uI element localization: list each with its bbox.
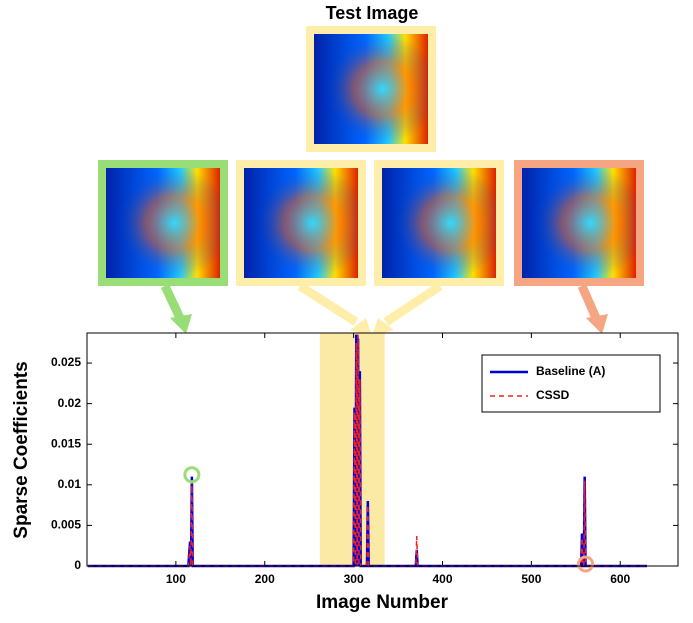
image-title: Test Image [326,3,419,23]
y-tick-label: 0.025 [51,355,81,369]
figure: Test Image Sparse Coefficients Image Num… [0,0,693,618]
y-tick-label: 0.005 [51,518,81,532]
y-tick-label: 0.015 [51,436,81,450]
y-axis-label: Sparse Coefficients [11,361,32,538]
y-tick-label: 0.02 [58,396,82,410]
legend-label: CSSD [536,388,570,402]
y-tick-label: 0.01 [58,477,82,491]
arrows [165,286,608,336]
image-frames [98,26,644,286]
x-axis-label: Image Number [316,592,449,613]
x-tick-label: 300 [344,572,364,586]
x-tick-label: 600 [610,572,630,586]
legend-label: Baseline (A) [536,364,605,378]
x-tick-label: 100 [166,572,186,586]
plot: 0 0.005 0.01 0.015 0.02 0.025 100 200 300 400 500 6… [51,333,678,586]
x-tick-label: 400 [432,572,452,586]
x-tick-label: 500 [521,572,541,586]
highlight-band [320,333,385,566]
y-tick-label: 0 [74,558,81,572]
x-tick-label: 200 [255,572,275,586]
legend: Baseline (A) CSSD [482,355,660,412]
